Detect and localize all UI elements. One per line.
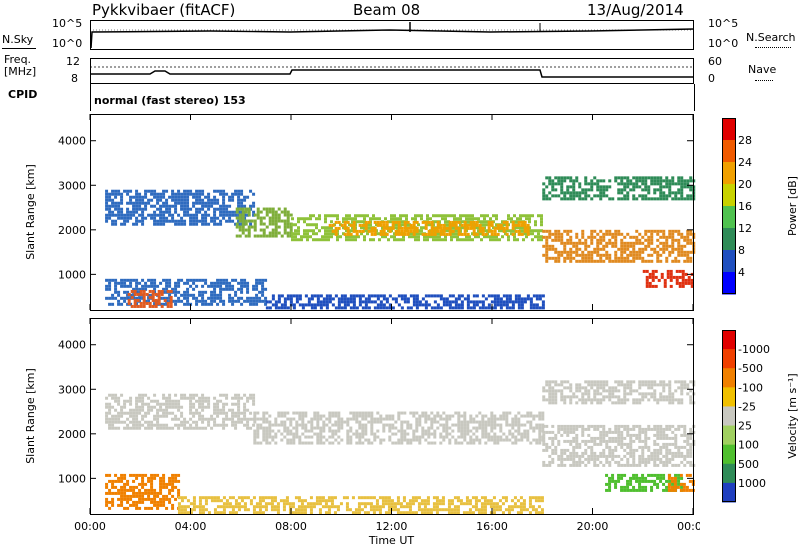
velocity-colorbar-tick-0: -1000 bbox=[738, 343, 770, 356]
velocity-band-0 bbox=[105, 393, 256, 430]
nave-label: Nave bbox=[748, 63, 777, 76]
power-heatmap: 1000 2000 3000 4000 Slant Range [km] bbox=[24, 114, 696, 311]
velocity-colorbar-tick-6: 500 bbox=[738, 458, 759, 471]
cpid-text: normal (fast stereo) 153 bbox=[94, 94, 246, 107]
power-colorbar-tick-2: 20 bbox=[738, 178, 752, 191]
velocity-xlabel: Time UT bbox=[368, 534, 414, 547]
power-band-1 bbox=[235, 207, 293, 238]
velocity-xtick-label-4: 16:00 bbox=[476, 520, 508, 533]
nsearch-tick-bottom: 10^0 bbox=[708, 37, 739, 50]
freq-line bbox=[91, 69, 694, 78]
power-colorbar-swatch-5 bbox=[722, 228, 736, 251]
velocity-colorbar-swatch-5 bbox=[722, 425, 736, 446]
velocity-band-7 bbox=[177, 496, 544, 515]
power-colorbar-tick-6: 4 bbox=[738, 266, 745, 279]
velocity-band-1 bbox=[253, 411, 545, 445]
power-colorbar-swatch-1 bbox=[722, 140, 736, 163]
power-colorbar-label: Power [dB] bbox=[786, 176, 799, 236]
freq-tick-bottom: 8 bbox=[71, 72, 78, 85]
velocity-xtick-label-2: 08:00 bbox=[275, 520, 307, 533]
velocity-ytick-label-2: 3000 bbox=[58, 383, 86, 396]
velocity-band-6 bbox=[105, 473, 181, 510]
velocity-colorbar-tick-1: -500 bbox=[738, 362, 763, 375]
velocity-colorbar-tick-3: -25 bbox=[738, 400, 756, 413]
velocity-colorbar-swatch-8 bbox=[722, 482, 736, 503]
power-colorbar-swatch-2 bbox=[722, 162, 736, 185]
velocity-colorbar-swatch-4 bbox=[722, 406, 736, 427]
power-colorbar-tick-4: 12 bbox=[738, 222, 752, 235]
velocity-colorbar-label: Velocity [m s⁻¹] bbox=[786, 373, 799, 458]
velocity-colorbar-tick-2: -100 bbox=[738, 381, 763, 394]
power-band-6 bbox=[642, 269, 694, 288]
velocity-xtick-label-5: 20:00 bbox=[577, 520, 609, 533]
velocity-ytick-label-1: 2000 bbox=[58, 428, 86, 441]
power-colorbar-tick-1: 24 bbox=[738, 156, 752, 169]
freq-panel bbox=[90, 58, 694, 84]
power-colorbar-swatch-3 bbox=[722, 184, 736, 207]
nsky-panel bbox=[90, 20, 694, 50]
velocity-ylabel: Slant Range [km] bbox=[24, 368, 37, 464]
power-ytick-label-3: 4000 bbox=[58, 135, 86, 148]
nsearch-tick-top: 10^5 bbox=[708, 17, 739, 30]
power-band-7 bbox=[105, 278, 268, 306]
nsky-tick-bottom: 10^0 bbox=[52, 37, 83, 50]
power-band-0 bbox=[105, 189, 256, 226]
power-colorbar-swatch-0 bbox=[722, 118, 736, 141]
power-ylabel: Slant Range [km] bbox=[24, 164, 37, 260]
power-colorbar-tick-3: 16 bbox=[738, 200, 752, 213]
velocity-band-2 bbox=[542, 424, 696, 467]
nsky-underline bbox=[2, 48, 36, 49]
power-ytick-label-1: 2000 bbox=[58, 224, 86, 237]
power-colorbar-swatch-6 bbox=[722, 250, 736, 273]
beam-title: Beam 08 bbox=[353, 1, 421, 19]
velocity-ytick-label-0: 1000 bbox=[58, 472, 86, 485]
power-colorbar-swatch-7 bbox=[722, 272, 736, 295]
nsky-tick-top: 10^5 bbox=[52, 17, 83, 30]
power-colorbar-swatch-4 bbox=[722, 206, 736, 229]
velocity-colorbar-swatch-3 bbox=[722, 387, 736, 407]
freq-label-2: [MHz] bbox=[4, 65, 37, 78]
velocity-colorbar-tick-7: 1000 bbox=[738, 477, 766, 490]
power-band-3 bbox=[328, 220, 530, 236]
nave-dotted bbox=[755, 80, 773, 81]
velocity-colorbar-swatch-7 bbox=[722, 463, 736, 484]
freq-tick-top: 12 bbox=[66, 55, 80, 68]
velocity-colorbar-tick-4: 25 bbox=[738, 420, 752, 433]
velocity-band-3 bbox=[542, 380, 696, 405]
power-ytick-label-0: 1000 bbox=[58, 268, 86, 281]
velocity-xtick-label-3: 12:00 bbox=[376, 520, 408, 533]
power-ytick-label-2: 3000 bbox=[58, 179, 86, 192]
station-title: Pykkvibaer (fitACF) bbox=[92, 1, 236, 19]
cpid-label: CPID bbox=[8, 88, 38, 101]
velocity-colorbar-tick-5: 100 bbox=[738, 439, 759, 452]
power-band-9 bbox=[265, 294, 545, 310]
power-colorbar: 28 24 20 16 12 8 4 Power [dB] bbox=[722, 118, 799, 295]
velocity-xtick-label-1: 04:00 bbox=[175, 520, 207, 533]
nsearch-dotted bbox=[755, 47, 791, 48]
nave-tick-top: 60 bbox=[708, 55, 722, 68]
velocity-colorbar-swatch-2 bbox=[722, 368, 736, 388]
power-band-5 bbox=[542, 176, 696, 201]
power-band-8 bbox=[127, 289, 173, 308]
date-title: 13/Aug/2014 bbox=[587, 1, 684, 19]
freq-label-1: Freq. bbox=[4, 53, 32, 66]
cpid-box bbox=[90, 84, 695, 111]
velocity-xtick-label-6: 00:00 bbox=[677, 520, 700, 533]
velocity-heatmap: 1000 2000 3000 4000 Slant Range [km] 00:00 04:… bbox=[24, 318, 700, 547]
velocity-xtick-label-0: 00:00 bbox=[74, 520, 106, 533]
power-band-4 bbox=[542, 229, 696, 263]
velocity-colorbar-swatch-0 bbox=[722, 330, 736, 350]
nsearch-label: N.Search bbox=[746, 31, 796, 44]
nsky-label: N.Sky bbox=[2, 33, 34, 46]
power-colorbar-tick-0: 28 bbox=[738, 134, 752, 147]
velocity-ytick-label-3: 4000 bbox=[58, 339, 86, 352]
velocity-band-5 bbox=[667, 473, 695, 492]
nsky-line bbox=[90, 28, 694, 49]
nave-tick-bottom: 0 bbox=[708, 72, 715, 85]
velocity-colorbar-swatch-6 bbox=[722, 444, 736, 465]
power-colorbar-tick-5: 8 bbox=[738, 244, 745, 257]
velocity-colorbar: -1000 -500 -100 -25 25 100 500 1000 Velocity [m … bbox=[722, 330, 799, 503]
velocity-colorbar-swatch-1 bbox=[722, 349, 736, 369]
